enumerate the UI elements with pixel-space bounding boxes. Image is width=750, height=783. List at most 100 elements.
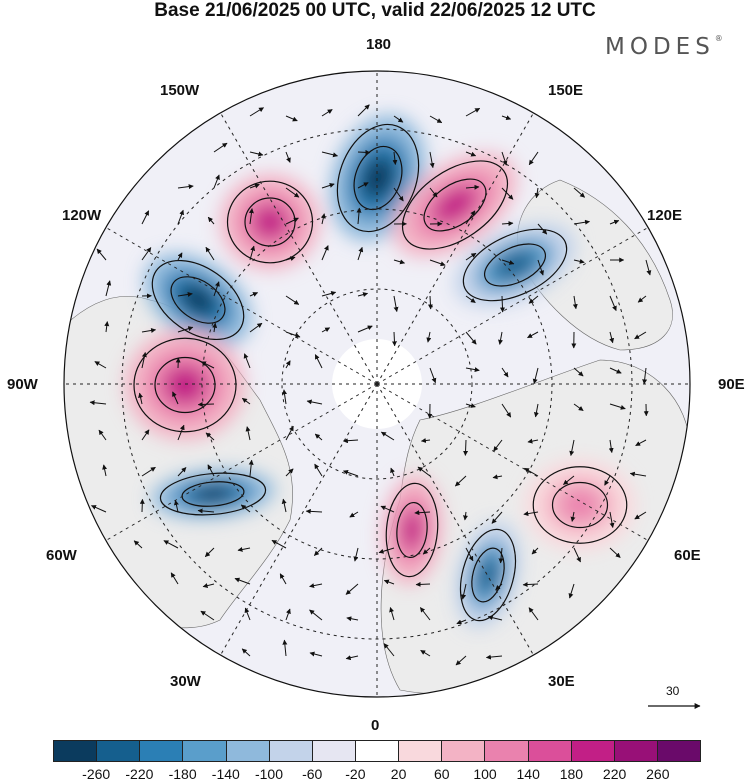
label-60e: 60E: [674, 547, 701, 564]
wind-arrow: [528, 151, 539, 166]
wind-arrow: [634, 331, 647, 340]
label-30e: 30E: [548, 673, 575, 690]
wind-arrow: [281, 498, 287, 513]
wind-arrow: [609, 219, 620, 225]
positive-center-60e-contour: [551, 481, 609, 529]
negative-center-30e-contour: [471, 547, 505, 603]
meridian-line: [105, 383, 378, 541]
wind-arrow: [429, 115, 443, 124]
wind-arrow: [285, 608, 291, 621]
wind-arrow: [321, 109, 333, 117]
wind-arrow: [285, 187, 300, 198]
wind-arrow: [465, 252, 477, 261]
wind-arrow: [608, 439, 614, 454]
wind-arrow: [285, 295, 300, 305]
wind-vectors: [89, 104, 652, 666]
wind-arrow: [420, 649, 431, 657]
wind-arrow: [321, 151, 338, 158]
latitude-circle: [281, 288, 473, 480]
wind-arrow: [391, 331, 397, 347]
wind-arrow: [534, 187, 540, 199]
wind-arrow: [244, 607, 251, 621]
colorbar-tick-label: -220: [125, 766, 154, 782]
colorbar-swatch: [614, 741, 658, 761]
wind-arrow: [141, 352, 147, 369]
wind-arrow: [141, 210, 150, 225]
colorbar-tick-label: -260: [82, 766, 111, 782]
colorbar-swatch: [226, 741, 270, 761]
wind-arrow: [383, 579, 395, 585]
wind-arrow: [163, 540, 179, 549]
wind-arrow: [285, 115, 298, 122]
wind-arrow: [309, 651, 323, 657]
wind-arrow: [465, 184, 480, 190]
wind-arrow: [573, 258, 585, 264]
wind-arrow: [495, 583, 503, 591]
map-border: [63, 70, 691, 698]
wind-arrow: [282, 639, 288, 657]
wind-arrow: [357, 104, 370, 117]
wind-arrow: [141, 247, 152, 261]
wind-arrow: [383, 643, 395, 657]
positive-center-150w-contour: [226, 180, 314, 264]
wind-arrow: [321, 245, 329, 261]
wind-arrow: [501, 221, 514, 226]
wind-arrow: [241, 648, 251, 657]
wind-arrow: [202, 583, 215, 589]
negative-center-120w-contour: [170, 276, 226, 324]
wind-arrow: [342, 470, 359, 477]
label-90w: 90W: [7, 376, 38, 393]
wind-arrow: [133, 540, 143, 549]
wind-arrow: [533, 403, 539, 418]
wind-arrow: [141, 328, 157, 333]
negative-center-30e-contour: [459, 528, 517, 622]
wind-arrow: [349, 511, 359, 518]
wind-arrow: [493, 439, 503, 452]
negative-center-60w-contour: [159, 472, 267, 516]
colorbar-tick-label: 20: [390, 766, 407, 782]
wind-arrow: [572, 295, 578, 310]
wind-arrow: [604, 475, 611, 486]
wind-arrow: [501, 367, 509, 378]
meridian-line: [376, 227, 649, 385]
wind-arrow: [249, 292, 259, 297]
wind-arrow: [637, 295, 647, 303]
anomaly-contours: [133, 123, 628, 622]
wind-arrow: [313, 547, 323, 556]
label-0: 0: [371, 717, 380, 734]
wind-arrow: [465, 151, 477, 157]
wind-arrow: [98, 429, 107, 441]
negative-center-120e-band: [493, 250, 537, 280]
label-120e: 120E: [647, 207, 683, 224]
wind-arrow: [243, 353, 251, 369]
wind-arrow: [501, 115, 512, 120]
wind-arrow: [455, 655, 467, 666]
wind-arrow: [357, 246, 364, 261]
brand-registered-mark: ®: [714, 34, 723, 43]
wind-arrow: [321, 183, 335, 189]
wind-arrow: [392, 151, 398, 165]
wind-arrow: [207, 216, 215, 225]
colorbar-tick-label: 260: [646, 766, 670, 782]
wind-arrow: [345, 655, 359, 661]
label-150w: 150W: [160, 82, 200, 99]
colorbar-swatch: [312, 741, 356, 761]
wind-arrow: [104, 321, 110, 333]
wind-arrow: [353, 547, 359, 562]
wind-arrow: [309, 609, 323, 621]
wind-arrow: [357, 149, 371, 155]
wind-arrow: [249, 322, 263, 333]
wind-arrow: [501, 259, 515, 265]
positive-center-60e-contour: [532, 466, 628, 544]
wind-arrow: [357, 182, 369, 189]
wind-arrow: [635, 439, 647, 447]
wind-arrow: [345, 583, 359, 595]
negative-center-30e-band: [476, 556, 500, 594]
wind-arrow: [314, 433, 323, 441]
graticule: [64, 71, 690, 697]
wind-arrow: [629, 471, 647, 477]
negative-center-180-band: [361, 155, 395, 201]
wind-arrow: [248, 208, 254, 225]
colorbar-swatch: [183, 741, 227, 761]
wind-arrow: [285, 217, 299, 225]
